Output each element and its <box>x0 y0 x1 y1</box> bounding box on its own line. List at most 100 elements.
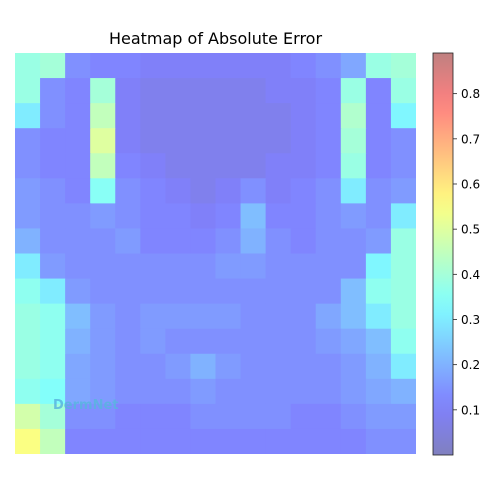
heatmap-cell <box>190 78 217 104</box>
heatmap-cell <box>340 153 367 179</box>
heatmap-cell <box>90 278 116 305</box>
heatmap-cell <box>165 378 192 405</box>
heatmap-cell <box>40 203 66 230</box>
heatmap-cell <box>165 403 192 430</box>
heatmap-cell <box>115 78 141 104</box>
heatmap-cell <box>240 203 267 230</box>
heatmap-cell <box>315 278 342 305</box>
heatmap-cell <box>65 278 91 305</box>
heatmap-cell <box>290 428 317 454</box>
heatmap-cell <box>240 353 267 380</box>
heatmap-cell <box>40 178 66 204</box>
heatmap-cell <box>140 228 166 255</box>
heatmap-cell <box>115 403 141 430</box>
heatmap-cell <box>265 103 292 129</box>
heatmap-cell <box>15 103 41 129</box>
heatmap-cell <box>90 78 116 104</box>
heatmap-cell <box>65 203 91 230</box>
heatmap-cell <box>165 53 192 79</box>
heatmap-cell <box>215 403 242 430</box>
heatmap-cell <box>15 278 41 305</box>
heatmap-cell <box>290 128 317 154</box>
heatmap-cell <box>315 328 342 355</box>
heatmap-cell <box>265 53 292 79</box>
heatmap-cell <box>115 103 141 129</box>
heatmap-cell <box>340 328 367 355</box>
heatmap-cell <box>215 128 242 154</box>
heatmap-cell <box>40 303 66 330</box>
heatmap-cell <box>165 203 192 230</box>
heatmap-cell <box>90 153 116 179</box>
heatmap-cell <box>315 153 342 179</box>
heatmap-cell <box>190 178 217 204</box>
heatmap-cell <box>290 253 317 280</box>
heatmap-cell <box>315 103 342 129</box>
heatmap-cell <box>365 103 392 129</box>
heatmap-cell <box>115 303 141 330</box>
heatmap-cell <box>90 378 116 405</box>
heatmap-cell <box>15 328 41 355</box>
heatmap-cell <box>290 378 317 405</box>
heatmap-cell <box>290 328 317 355</box>
heatmap-cell <box>390 428 416 454</box>
heatmap-cell <box>15 253 41 280</box>
heatmap-cell <box>365 128 392 154</box>
heatmap-cell <box>365 403 392 430</box>
heatmap-cell <box>190 53 217 79</box>
heatmap-cell <box>215 303 242 330</box>
heatmap-cell <box>165 128 192 154</box>
heatmap-cell <box>315 78 342 104</box>
heatmap-cell <box>140 153 166 179</box>
heatmap-cell <box>90 328 116 355</box>
heatmap-cell <box>340 178 367 204</box>
heatmap-cell <box>65 303 91 330</box>
heatmap-cell <box>390 103 416 129</box>
colorbar: 0.1 0.2 0.3 0.4 0.5 0.6 0.7 0.8 <box>432 52 480 456</box>
heatmap-cell <box>365 378 392 405</box>
heatmap-cell <box>340 53 367 79</box>
heatmap-cell <box>90 253 116 280</box>
heatmap-cell <box>115 178 141 204</box>
heatmap-cell <box>115 378 141 405</box>
heatmap-cell <box>315 303 342 330</box>
heatmap-cell <box>290 403 317 430</box>
heatmap-cell <box>340 403 367 430</box>
heatmap-cell <box>390 403 416 430</box>
heatmap-cell <box>340 353 367 380</box>
heatmap-cell <box>190 403 217 430</box>
heatmap-cell <box>190 228 217 255</box>
heatmap-cell <box>365 278 392 305</box>
heatmap-cell <box>190 328 217 355</box>
heatmap-cell <box>40 228 66 255</box>
heatmap-cell <box>190 353 217 380</box>
heatmap-cell <box>40 128 66 154</box>
heatmap-cell <box>315 53 342 79</box>
heatmap-cell <box>365 53 392 79</box>
heatmap-cell <box>140 353 166 380</box>
heatmap-cell <box>265 328 292 355</box>
heatmap-cell <box>190 153 217 179</box>
heatmap-cell <box>265 78 292 104</box>
heatmap-cell <box>390 278 416 305</box>
heatmap-cell <box>315 178 342 204</box>
heatmap-cell <box>140 428 166 454</box>
heatmap-cell <box>340 303 367 330</box>
colorbar-tick-label: 0.5 <box>461 223 480 237</box>
heatmap-cell <box>390 253 416 280</box>
heatmap-cell <box>315 228 342 255</box>
heatmap-cell <box>115 253 141 280</box>
heatmap-cell <box>390 153 416 179</box>
heatmap-cell <box>365 303 392 330</box>
heatmap-cell <box>140 278 166 305</box>
heatmap-cell <box>315 128 342 154</box>
colorbar-frame <box>432 52 454 456</box>
heatmap-cell <box>340 253 367 280</box>
heatmap-cell <box>290 53 317 79</box>
heatmap-cell <box>15 203 41 230</box>
heatmap-cell <box>315 403 342 430</box>
heatmap-cell <box>40 403 66 430</box>
heatmap-cell <box>90 203 116 230</box>
heatmap-cell <box>340 228 367 255</box>
heatmap-cell <box>115 353 141 380</box>
heatmap-cell <box>315 203 342 230</box>
